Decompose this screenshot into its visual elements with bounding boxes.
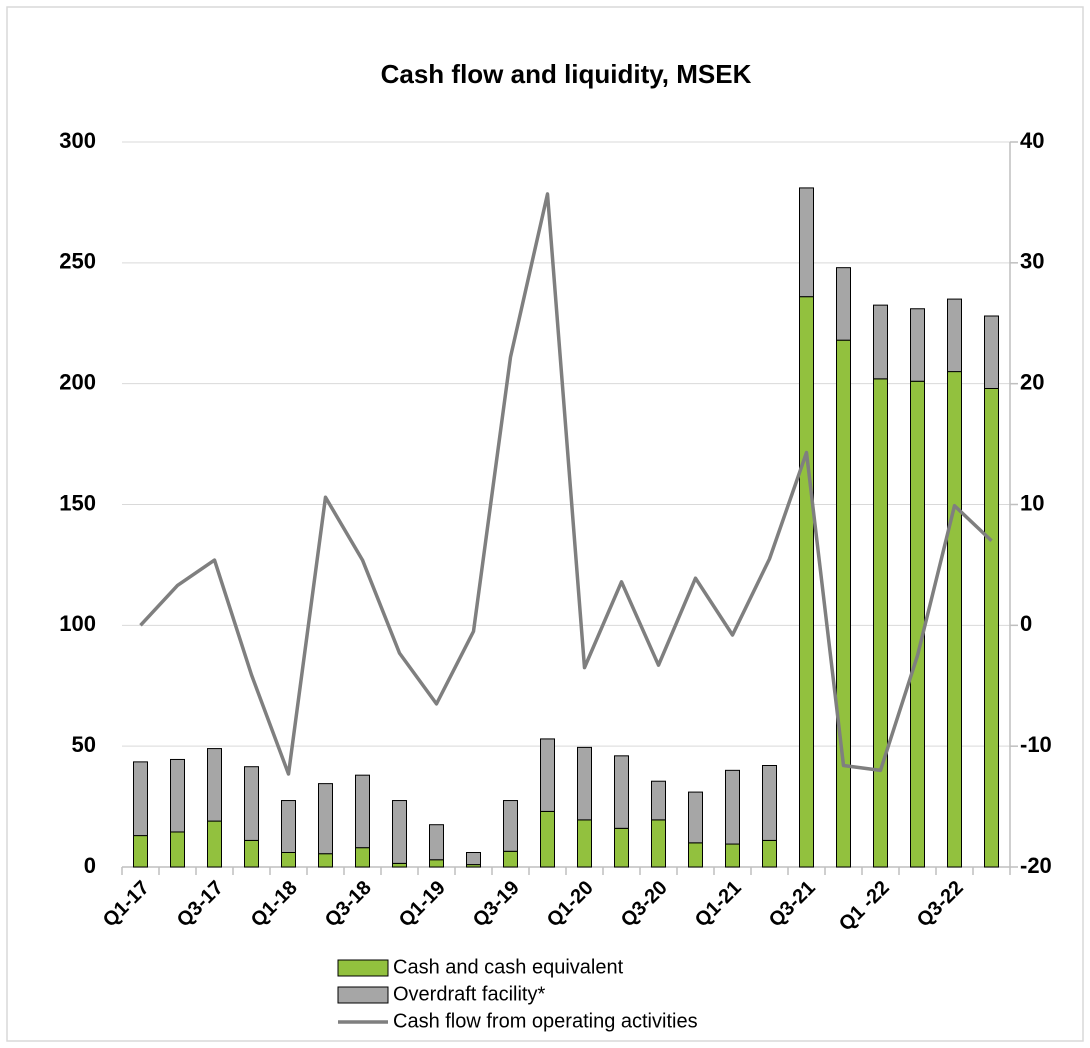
line <box>139 192 993 776</box>
bar <box>910 308 925 382</box>
bar <box>281 800 296 854</box>
y-tick-label: 150 <box>59 490 96 515</box>
bar <box>392 862 407 868</box>
bar <box>762 765 777 841</box>
bar <box>392 800 407 864</box>
bar <box>947 298 962 373</box>
bar <box>318 783 333 855</box>
bar <box>910 380 925 868</box>
bar <box>984 315 999 389</box>
bar <box>836 339 851 868</box>
bar <box>873 378 888 868</box>
bar <box>281 852 296 868</box>
bar <box>133 835 148 868</box>
bar <box>984 388 999 868</box>
y-tick-label: 300 <box>59 128 96 153</box>
bar <box>170 758 185 833</box>
bar <box>688 842 703 868</box>
bar <box>355 847 370 868</box>
bar <box>873 304 888 380</box>
bar <box>540 810 555 868</box>
bar <box>540 738 555 812</box>
bar <box>614 755 629 829</box>
bar <box>466 852 481 866</box>
y2-tick-label: -20 <box>1020 853 1052 878</box>
y2-tick-label: 0 <box>1020 611 1032 636</box>
bar <box>836 267 851 341</box>
y2-tick-label: 40 <box>1020 128 1044 153</box>
legend-swatch <box>337 986 389 1004</box>
bar <box>429 824 444 861</box>
bar <box>244 839 259 868</box>
bar <box>503 850 518 868</box>
bar <box>207 748 222 822</box>
bar <box>762 839 777 868</box>
y2-tick-label: 20 <box>1020 369 1044 394</box>
bar <box>725 769 740 845</box>
y-tick-label: 50 <box>72 732 96 757</box>
bar <box>318 853 333 868</box>
bar <box>133 761 148 837</box>
bar <box>577 819 592 868</box>
y2-tick-label: -10 <box>1020 732 1052 757</box>
y-tick-label: 0 <box>84 853 96 878</box>
bar <box>429 859 444 868</box>
bar <box>207 820 222 868</box>
y2-tick-label: 10 <box>1020 490 1044 515</box>
bar <box>799 296 814 868</box>
y-tick-label: 100 <box>59 611 96 636</box>
legend-label: Overdraft facility* <box>393 983 545 1005</box>
bar <box>503 800 518 852</box>
chart-border <box>6 6 1084 1042</box>
bar <box>947 371 962 868</box>
legend-swatch <box>337 959 389 977</box>
bar <box>614 827 629 868</box>
bar <box>799 187 814 298</box>
legend-label: Cash and cash equivalent <box>393 956 624 978</box>
bar <box>651 780 666 821</box>
bar <box>688 791 703 844</box>
bar <box>170 831 185 868</box>
y-tick-label: 250 <box>59 249 96 274</box>
chart-title: Cash flow and liquidity, MSEK <box>381 59 752 89</box>
legend-label: Cash flow from operating activities <box>393 1010 698 1032</box>
bar <box>577 746 592 821</box>
bar <box>355 774 370 849</box>
bar <box>651 819 666 868</box>
y2-tick-label: 30 <box>1020 249 1044 274</box>
y-tick-label: 200 <box>59 369 96 394</box>
bar <box>244 766 259 841</box>
bar <box>725 843 740 868</box>
